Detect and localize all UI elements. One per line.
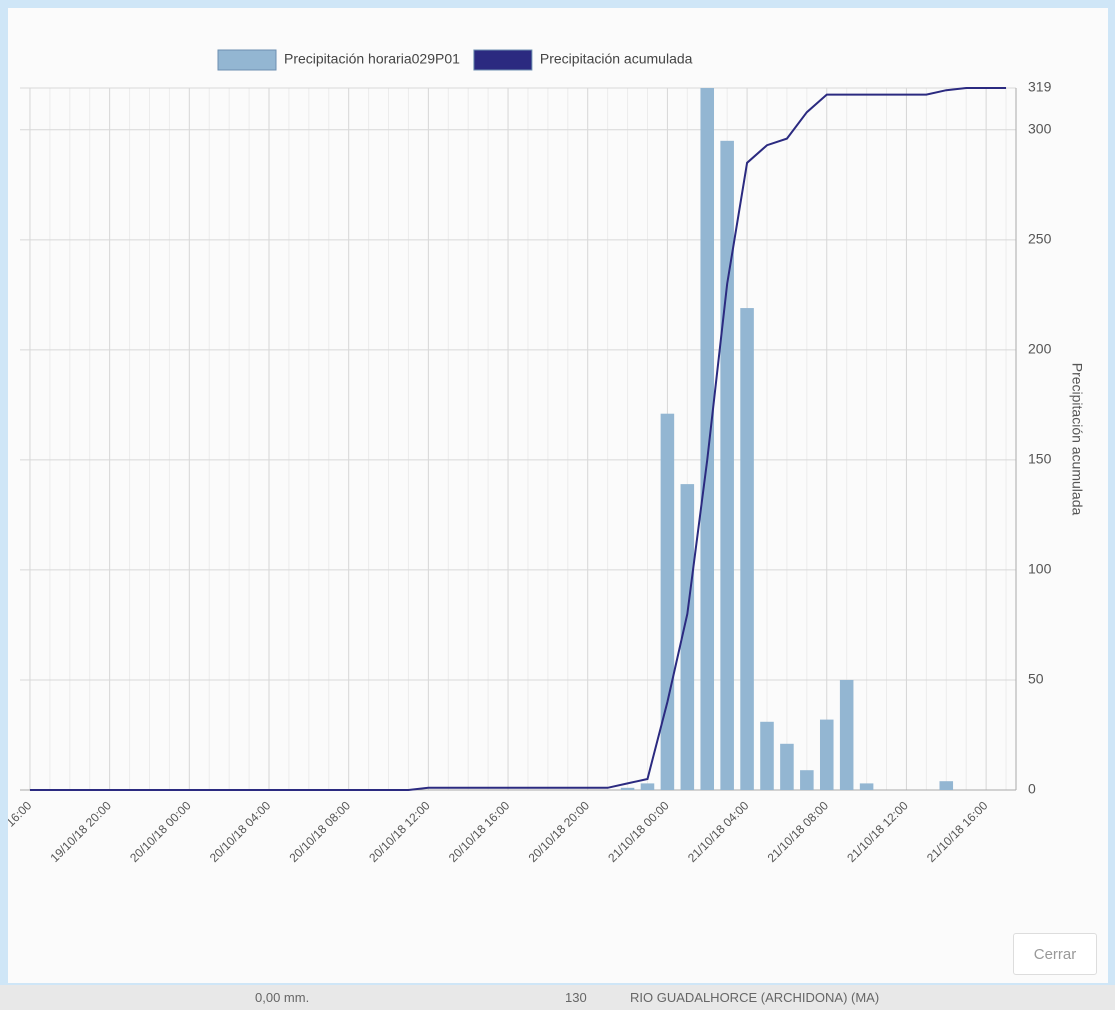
- x-tick-label: 21/10/18 12:00: [844, 798, 911, 865]
- x-tick-label: 19/10/18 16:00: [8, 798, 35, 865]
- x-tick-label: 21/10/18 16:00: [924, 798, 991, 865]
- bar: [740, 308, 754, 790]
- bar: [640, 783, 655, 790]
- legend-label: Precipitación horaria029P01: [284, 51, 460, 67]
- dialog: 19/10/18 16:00 19/10/18 20:00 20/10/18 00:…: [8, 8, 1108, 983]
- bar: [839, 679, 854, 790]
- x-tick-label: 20/10/18 16:00: [446, 798, 513, 865]
- x-tick-label: 21/10/18 08:00: [765, 798, 832, 865]
- legend-label: Precipitación acumulada: [540, 51, 693, 67]
- y2-axis-title: Precipitación acumulada: [1069, 363, 1085, 516]
- legend-swatch: [473, 49, 533, 71]
- y2-tick-label: 0: [1028, 781, 1036, 797]
- x-tick-label: 20/10/18 20:00: [526, 798, 593, 865]
- close-button[interactable]: Cerrar: [1013, 933, 1097, 975]
- station: RIO GUADALHORCE (ARCHIDONA) (MA): [630, 990, 880, 1005]
- bar: [760, 721, 774, 790]
- line: [29, 87, 1007, 791]
- x-tick-label: 20/10/18 04:00: [207, 798, 274, 865]
- bar: [819, 719, 834, 790]
- bar: [620, 787, 635, 790]
- x-tick-label: 21/10/18 04:00: [685, 798, 752, 865]
- legend-swatch: [217, 49, 277, 71]
- chart: 19/10/18 16:00 19/10/18 20:00 20/10/18 00:…: [8, 49, 1085, 865]
- y2-tick-label: 150: [1028, 451, 1052, 467]
- x-tick-label: 20/10/18 00:00: [127, 798, 194, 865]
- footer-bar: 0,00 mm. 130 RIO GUADALHORCE (ARCHIDONA)…: [0, 985, 1115, 1010]
- bar: [720, 140, 734, 790]
- x-tick-label: 20/10/18 08:00: [287, 798, 354, 865]
- amount: 0,00 mm.: [255, 990, 310, 1005]
- y2-tick-label: 200: [1028, 341, 1052, 357]
- x-tick-label: 19/10/18 20:00: [47, 798, 114, 865]
- x-tick-label: 20/10/18 12:00: [366, 798, 433, 865]
- bar: [700, 88, 715, 790]
- y2-tick-label: 319: [1028, 79, 1052, 95]
- y2-tick-label: 50: [1028, 671, 1044, 687]
- y2-tick-label: 100: [1028, 561, 1052, 577]
- y2-tick-label: 250: [1028, 231, 1052, 247]
- bar: [680, 484, 695, 790]
- bar: [939, 781, 954, 790]
- bar: [660, 413, 675, 790]
- y2-tick-label: 300: [1028, 121, 1052, 137]
- code: 130: [565, 990, 587, 1005]
- x-tick-label: 21/10/18 00:00: [605, 798, 672, 865]
- bar: [780, 743, 794, 790]
- bar: [800, 770, 814, 790]
- bar: [859, 783, 874, 790]
